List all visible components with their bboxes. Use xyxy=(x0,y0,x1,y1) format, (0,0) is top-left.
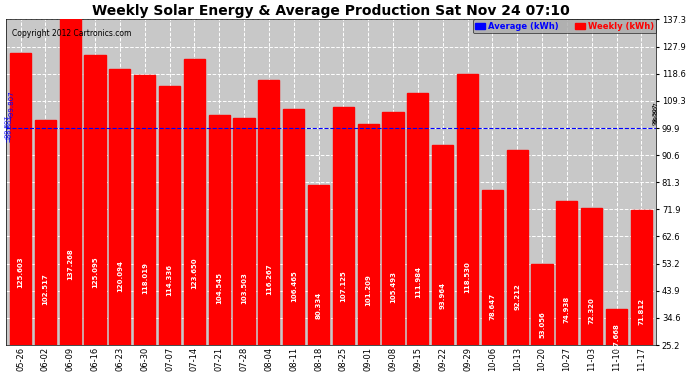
Bar xyxy=(506,150,528,345)
Text: 120.094: 120.094 xyxy=(117,260,123,292)
Text: 99.807: 99.807 xyxy=(653,103,658,125)
Text: 116.267: 116.267 xyxy=(266,263,272,295)
Bar xyxy=(581,208,602,345)
Bar xyxy=(333,107,354,345)
Text: →99.807: →99.807 xyxy=(4,115,10,142)
Text: 101.209: 101.209 xyxy=(365,274,371,306)
Bar xyxy=(457,74,478,345)
Text: 37.668: 37.668 xyxy=(613,323,620,350)
Bar xyxy=(606,309,627,345)
Text: 80.334: 80.334 xyxy=(315,291,322,319)
Bar xyxy=(34,120,56,345)
Text: 74.938: 74.938 xyxy=(564,296,570,322)
Text: 71.812: 71.812 xyxy=(638,298,644,325)
Title: Weekly Solar Energy & Average Production Sat Nov 24 07:10: Weekly Solar Energy & Average Production… xyxy=(92,4,570,18)
Bar xyxy=(531,264,553,345)
Text: 92.212: 92.212 xyxy=(514,283,520,310)
Bar xyxy=(84,55,106,345)
Bar xyxy=(631,210,652,345)
Text: 107.125: 107.125 xyxy=(340,270,346,302)
Text: →99.807: →99.807 xyxy=(8,90,14,121)
Text: 78.647: 78.647 xyxy=(489,293,495,320)
Bar xyxy=(10,53,31,345)
Text: 118.530: 118.530 xyxy=(464,261,471,293)
Text: 102.517: 102.517 xyxy=(42,273,48,305)
Text: 93.964: 93.964 xyxy=(440,282,446,309)
Text: →99.807: →99.807 xyxy=(8,115,13,142)
Text: 125.095: 125.095 xyxy=(92,257,98,288)
Text: 137.268: 137.268 xyxy=(67,248,73,280)
Bar xyxy=(308,185,329,345)
Bar xyxy=(109,69,130,345)
Bar xyxy=(482,190,503,345)
Bar xyxy=(432,145,453,345)
Text: 123.650: 123.650 xyxy=(191,258,197,290)
Bar xyxy=(283,109,304,345)
Text: 99.807: 99.807 xyxy=(654,101,659,123)
Bar xyxy=(159,86,180,345)
Text: 72.320: 72.320 xyxy=(589,297,595,324)
Text: 104.545: 104.545 xyxy=(216,272,222,303)
Text: 125.603: 125.603 xyxy=(17,256,23,288)
Bar xyxy=(59,20,81,345)
Legend: Average (kWh), Weekly (kWh): Average (kWh), Weekly (kWh) xyxy=(473,20,656,33)
Bar xyxy=(208,114,230,345)
Text: 106.465: 106.465 xyxy=(290,270,297,302)
Text: 118.019: 118.019 xyxy=(141,262,148,294)
Text: 53.056: 53.056 xyxy=(539,312,545,338)
Text: 111.984: 111.984 xyxy=(415,266,421,298)
Text: 114.336: 114.336 xyxy=(166,264,172,296)
Text: 103.503: 103.503 xyxy=(241,272,247,304)
Bar xyxy=(233,118,255,345)
Bar xyxy=(258,81,279,345)
Bar xyxy=(184,59,205,345)
Bar xyxy=(134,75,155,345)
Bar xyxy=(556,201,578,345)
Bar xyxy=(407,93,428,345)
Text: 105.493: 105.493 xyxy=(390,271,396,303)
Bar xyxy=(382,112,404,345)
Text: Copyright 2012 Cartronics.com: Copyright 2012 Cartronics.com xyxy=(12,29,132,38)
Bar xyxy=(357,124,379,345)
